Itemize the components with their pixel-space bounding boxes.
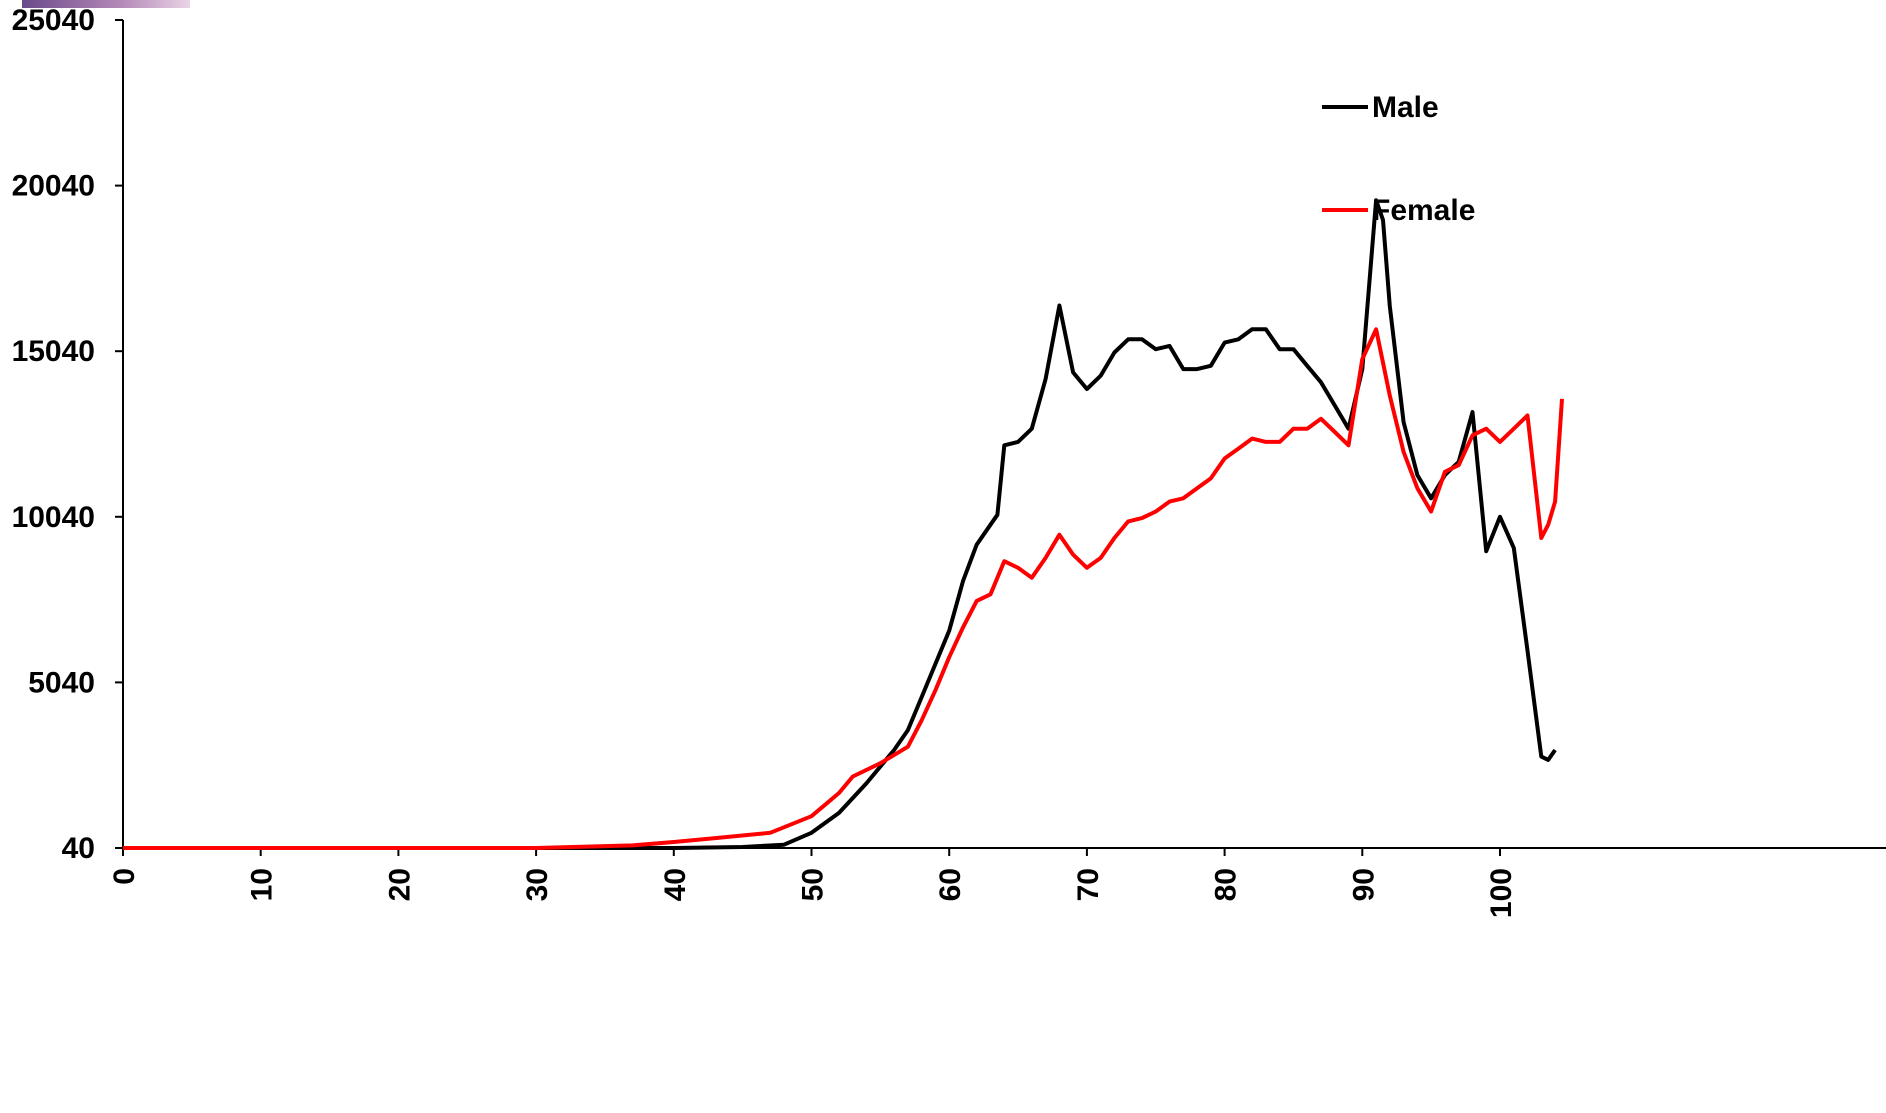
legend-label-male: Male	[1372, 91, 1439, 124]
y-tick-label: 5040	[28, 666, 95, 699]
x-tick-label: 10	[246, 868, 279, 901]
x-tick-label: 0	[108, 868, 141, 885]
legend-label-female: Female	[1372, 194, 1475, 227]
x-tick-label: 20	[383, 868, 416, 901]
corner-image-fragment	[22, 0, 190, 8]
x-tick-label: 60	[934, 868, 967, 901]
x-tick-label: 40	[659, 868, 692, 901]
chart-series	[123, 198, 1564, 850]
y-tick-label: 10040	[12, 501, 95, 534]
y-tick-label: 20040	[12, 170, 95, 203]
series-line-male	[123, 198, 1557, 850]
y-tick-label: 15040	[12, 335, 95, 368]
y-tick-label: 25040	[12, 4, 95, 37]
y-tick-label: 40	[62, 832, 95, 865]
series-line-female	[123, 327, 1564, 850]
x-tick-label: 90	[1347, 868, 1380, 901]
x-tick-label: 100	[1485, 868, 1518, 918]
x-tick-label: 70	[1072, 868, 1105, 901]
x-tick-label: 80	[1210, 868, 1243, 901]
x-tick-label: 50	[797, 868, 830, 901]
chart-axes: 40 5040 10040 15040 20040 25040 0 10 20 30 40 50 60 7…	[12, 4, 1886, 918]
x-tick-label: 30	[521, 868, 554, 901]
chart-legend: Male Female	[1322, 91, 1475, 227]
